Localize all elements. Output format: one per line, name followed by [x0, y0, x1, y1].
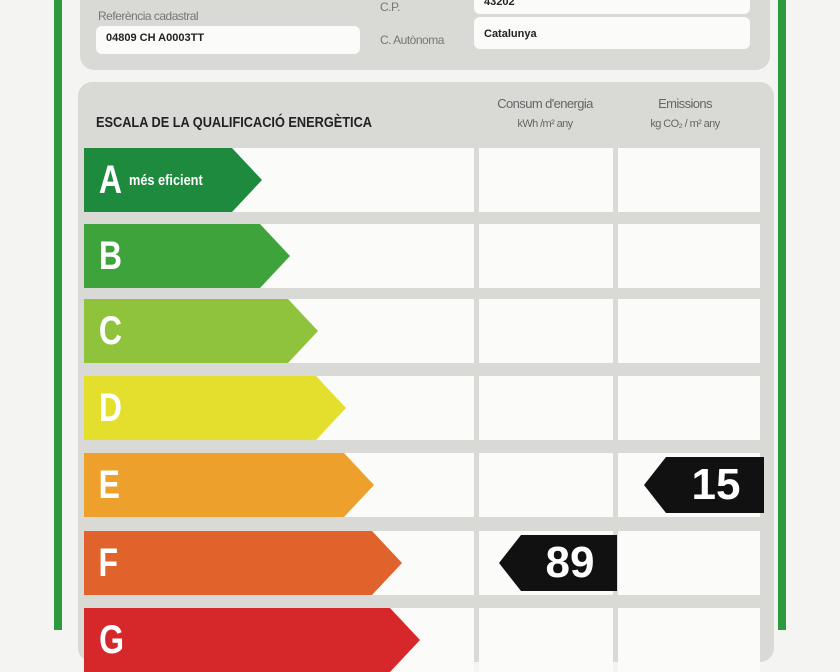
- rating-arrow: A més eficient: [84, 148, 262, 212]
- consum-cell: [479, 608, 613, 672]
- rating-arrow: D: [84, 376, 346, 440]
- consum-cell: [479, 376, 613, 440]
- rating-letter: E: [98, 462, 121, 507]
- emissions-cell: [618, 376, 760, 440]
- rating-letter: B: [98, 233, 123, 278]
- emissions-label: Emissions: [658, 96, 712, 111]
- left-border: [54, 0, 62, 630]
- rating-row-f: F 89: [84, 531, 764, 595]
- rating-row-d: D: [84, 376, 764, 440]
- rating-arrow: F: [84, 531, 402, 595]
- rating-letter: F: [98, 540, 118, 585]
- rating-row-b: B: [84, 224, 764, 288]
- rating-letter: D: [98, 385, 123, 430]
- cp-label: C.P.: [380, 0, 400, 14]
- consum-header: Consum d'energia kWh /m² any: [470, 94, 620, 134]
- emissions-badge: 15: [644, 457, 764, 513]
- rating-row-g: G: [84, 608, 764, 672]
- rating-letter: G: [99, 617, 125, 662]
- ref-label: Referència cadastral: [98, 9, 199, 23]
- consum-cell: [479, 453, 613, 517]
- rating-row-e: E 15: [84, 453, 764, 517]
- rating-sub: més eficient: [128, 171, 203, 189]
- rating-arrow: E: [84, 453, 374, 517]
- consum-label: Consum d'energia: [497, 96, 593, 111]
- consum-unit: kWh /m² any: [517, 118, 573, 130]
- rating-row-c: C: [84, 299, 764, 363]
- emissions-header: Emissions kg CO₂ / m² any: [610, 94, 760, 134]
- rating-arrow: C: [84, 299, 318, 363]
- rating-letter: A: [98, 157, 123, 202]
- consum-cell: [479, 299, 613, 363]
- rating-row-a: A més eficient: [84, 148, 764, 212]
- emissions-cell: [618, 224, 760, 288]
- emissions-cell: [618, 299, 760, 363]
- cp-field: 43202: [474, 0, 750, 14]
- emissions-cell: [618, 531, 760, 595]
- rating-arrow: B: [84, 224, 290, 288]
- rating-letter: C: [98, 308, 123, 353]
- consum-cell: [479, 148, 613, 212]
- ref-field: 04809 CH A0003TT: [96, 26, 360, 54]
- emissions-cell: [618, 148, 760, 212]
- ca-label: C. Autònoma: [380, 33, 444, 47]
- consum-cell: [479, 224, 613, 288]
- emissions-unit: kg CO₂ / m² any: [650, 118, 720, 130]
- emissions-cell: [618, 608, 760, 672]
- ca-field: Catalunya: [474, 17, 750, 49]
- consum-badge: 89: [499, 535, 617, 591]
- right-border: [778, 0, 786, 630]
- scale-title: ESCALA DE LA QUALIFICACIÓ ENERGÈTICA: [96, 114, 373, 131]
- rating-arrow: G: [84, 608, 420, 672]
